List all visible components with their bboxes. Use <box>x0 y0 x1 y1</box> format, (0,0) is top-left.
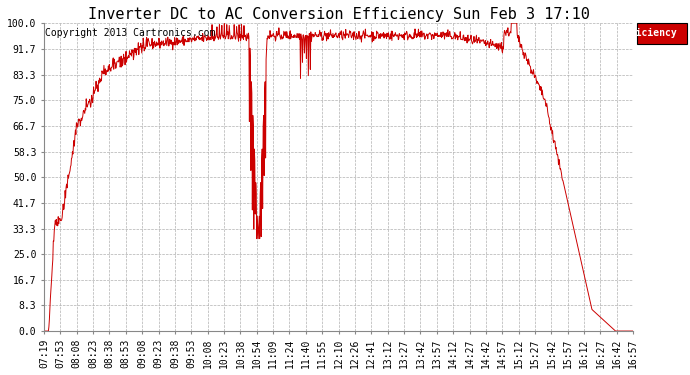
Text: Efficiency  (%): Efficiency (%) <box>618 28 690 39</box>
Title: Inverter DC to AC Conversion Efficiency Sun Feb 3 17:10: Inverter DC to AC Conversion Efficiency … <box>88 7 589 22</box>
Text: Copyright 2013 Cartronics.com: Copyright 2013 Cartronics.com <box>45 28 215 38</box>
